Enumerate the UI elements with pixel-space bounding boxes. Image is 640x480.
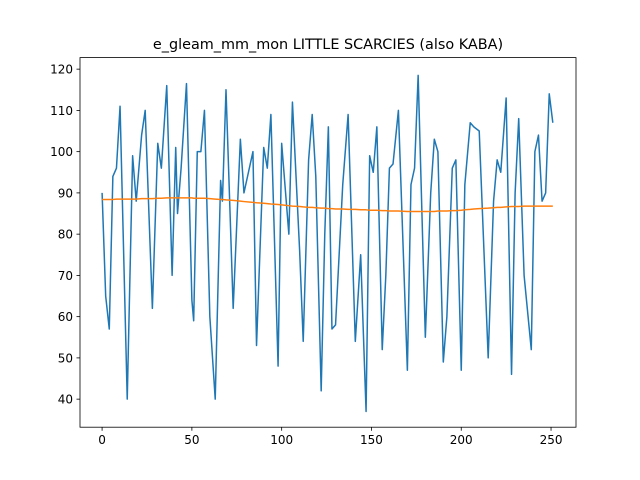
x-tick-label: 150 (360, 433, 383, 447)
y-tick-label: 80 (58, 228, 73, 242)
plot-frame (79, 57, 577, 428)
line-series (101, 74, 554, 413)
x-tick-label: 250 (540, 433, 563, 447)
x-tick-label: 100 (270, 433, 293, 447)
y-tick-label: 90 (58, 186, 73, 200)
x-tick-label: 0 (98, 433, 106, 447)
y-tick-label: 110 (50, 104, 73, 118)
y-tick-label: 100 (50, 145, 73, 159)
chart-title: e_gleam_mm_mon LITTLE SCARCIES (also KAB… (153, 37, 503, 53)
y-tick-label: 50 (58, 351, 73, 365)
y-tick-label: 120 (50, 63, 73, 77)
x-tick-label: 200 (450, 433, 473, 447)
y-tick-label: 60 (58, 310, 73, 324)
y-tick-label: 40 (58, 393, 73, 407)
line-series (102, 197, 553, 213)
x-tick-label: 50 (184, 433, 199, 447)
y-tick-label: 70 (58, 269, 73, 283)
